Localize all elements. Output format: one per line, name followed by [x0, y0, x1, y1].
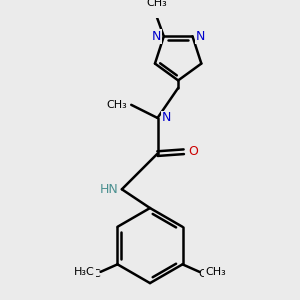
Text: N: N: [162, 112, 172, 124]
Text: N: N: [152, 30, 161, 43]
Text: CH₃: CH₃: [146, 0, 167, 8]
Text: N: N: [195, 30, 205, 43]
Text: H₃C: H₃C: [74, 267, 95, 277]
Text: CH₃: CH₃: [198, 269, 219, 279]
Text: HN: HN: [99, 183, 118, 196]
Text: CH₃: CH₃: [205, 267, 226, 277]
Text: CH₃: CH₃: [107, 100, 128, 110]
Text: H₃C: H₃C: [81, 269, 102, 279]
Text: O: O: [188, 145, 198, 158]
